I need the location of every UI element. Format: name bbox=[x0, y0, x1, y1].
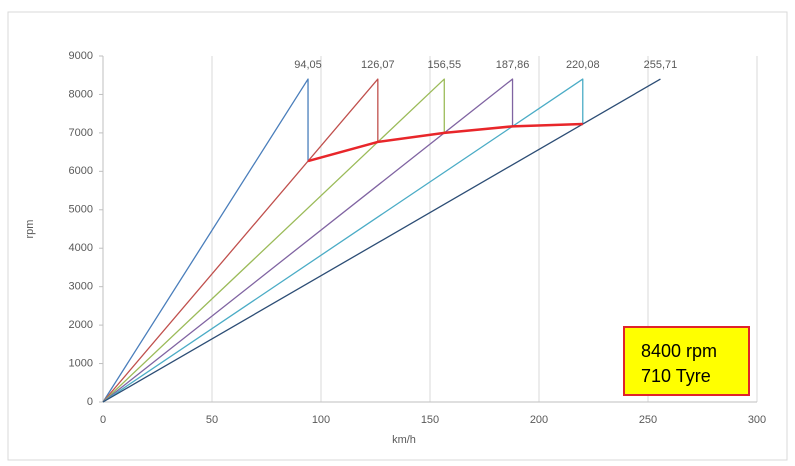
y-tick-label: 1000 bbox=[69, 357, 93, 369]
y-tick-label: 9000 bbox=[69, 50, 93, 62]
y-tick-label: 7000 bbox=[69, 127, 93, 139]
series-line bbox=[102, 78, 445, 403]
annotation: 187,86 bbox=[496, 59, 530, 71]
y-tick-label: 8000 bbox=[69, 88, 93, 100]
annotation: 255,71 bbox=[644, 59, 678, 71]
y-tick-label: 6000 bbox=[69, 165, 93, 177]
x-tick-label: 250 bbox=[639, 414, 657, 426]
annotation: 94,05 bbox=[294, 59, 322, 71]
x-tick-label: 200 bbox=[530, 414, 548, 426]
x-tick-label: 300 bbox=[748, 414, 766, 426]
info-box bbox=[623, 326, 750, 396]
y-tick-label: 4000 bbox=[69, 242, 93, 254]
x-tick-label: 0 bbox=[100, 414, 106, 426]
series-line bbox=[102, 78, 514, 403]
series-line bbox=[102, 78, 309, 403]
y-tick-label: 0 bbox=[87, 396, 93, 408]
x-tick-label: 150 bbox=[421, 414, 439, 426]
series-line bbox=[102, 78, 584, 403]
y-tick-label: 3000 bbox=[69, 281, 93, 293]
info-box-text: 710 Tyre bbox=[641, 366, 711, 386]
annotation: 156,55 bbox=[427, 59, 461, 71]
x-tick-label: 100 bbox=[312, 414, 330, 426]
y-axis-label: rpm bbox=[24, 220, 36, 239]
series-line bbox=[102, 78, 661, 403]
x-tick-label: 50 bbox=[206, 414, 218, 426]
y-tick-label: 2000 bbox=[69, 319, 93, 331]
x-axis-label: km/h bbox=[392, 434, 416, 446]
info-box-text: 8400 rpm bbox=[641, 341, 717, 361]
annotation: 126,07 bbox=[361, 59, 395, 71]
series-line bbox=[102, 78, 379, 403]
series-line bbox=[307, 122, 583, 163]
y-tick-label: 5000 bbox=[69, 204, 93, 216]
annotation: 220,08 bbox=[566, 59, 600, 71]
